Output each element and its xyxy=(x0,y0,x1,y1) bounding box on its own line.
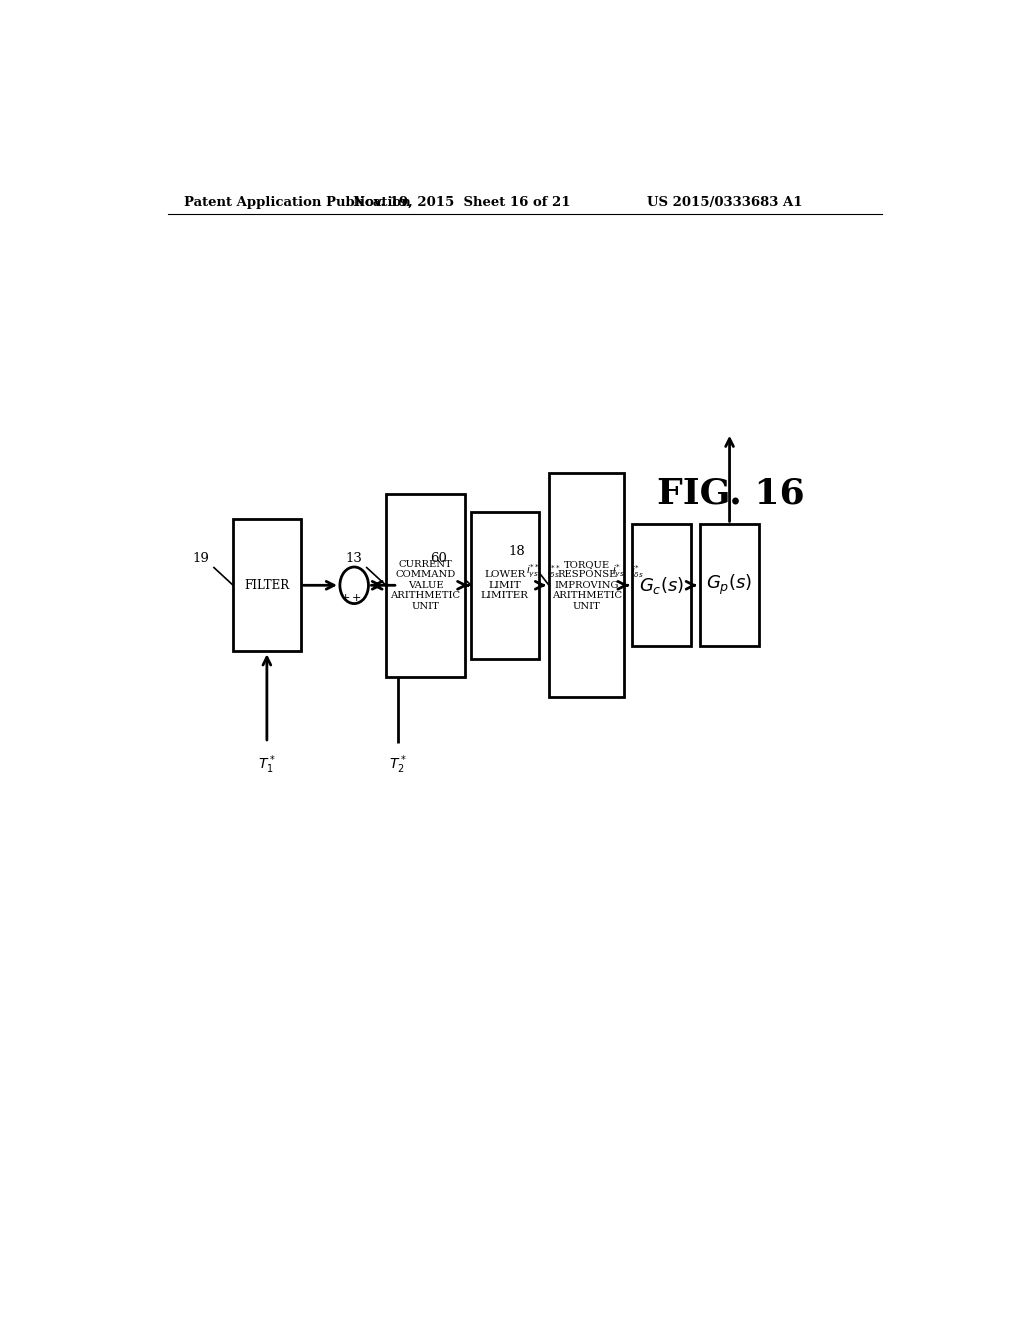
Text: $i_{\delta s}^{**}$: $i_{\delta s}^{**}$ xyxy=(547,564,561,581)
Text: +: + xyxy=(341,593,350,603)
Text: Patent Application Publication: Patent Application Publication xyxy=(183,195,411,209)
Text: $i_{\delta s}^{*}$: $i_{\delta s}^{*}$ xyxy=(631,564,644,581)
Text: FIG. 16: FIG. 16 xyxy=(657,477,805,511)
Circle shape xyxy=(340,568,369,603)
FancyBboxPatch shape xyxy=(632,524,691,647)
Text: 13: 13 xyxy=(345,552,362,565)
Text: TORQUE
RESPONSE
IMPROVING
ARITHMETIC
UNIT: TORQUE RESPONSE IMPROVING ARITHMETIC UNI… xyxy=(552,560,622,611)
Text: Nov. 19, 2015  Sheet 16 of 21: Nov. 19, 2015 Sheet 16 of 21 xyxy=(352,195,570,209)
Text: $G_c(s)$: $G_c(s)$ xyxy=(639,574,684,595)
FancyBboxPatch shape xyxy=(699,524,760,647)
Text: 19: 19 xyxy=(193,552,209,565)
Text: CURRENT
COMMAND
VALUE
ARITHMETIC
UNIT: CURRENT COMMAND VALUE ARITHMETIC UNIT xyxy=(390,560,461,611)
FancyBboxPatch shape xyxy=(386,494,465,677)
Text: LOWER
LIMIT
LIMITER: LOWER LIMIT LIMITER xyxy=(481,570,529,601)
Text: US 2015/0333683 A1: US 2015/0333683 A1 xyxy=(647,195,803,209)
FancyBboxPatch shape xyxy=(549,474,625,697)
Text: $i_{\gamma s}^{*}$: $i_{\gamma s}^{*}$ xyxy=(612,562,625,581)
FancyBboxPatch shape xyxy=(233,519,301,651)
Text: +: + xyxy=(351,593,361,603)
Text: $G_p(s)$: $G_p(s)$ xyxy=(707,573,753,598)
Text: FILTER: FILTER xyxy=(245,578,290,591)
Text: $T_1^*$: $T_1^*$ xyxy=(258,752,275,776)
Text: 18: 18 xyxy=(509,545,525,558)
Text: 60: 60 xyxy=(430,552,447,565)
Text: $i_{\gamma s}^{**}$: $i_{\gamma s}^{**}$ xyxy=(526,562,541,581)
FancyBboxPatch shape xyxy=(471,512,539,659)
Text: $T_2^*$: $T_2^*$ xyxy=(389,752,407,776)
